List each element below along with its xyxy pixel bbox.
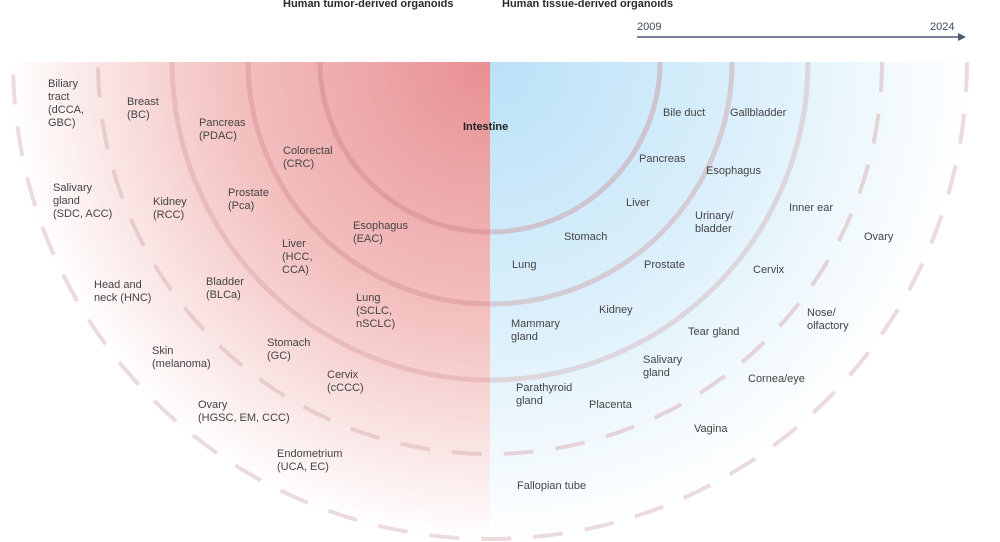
tissue-label: Placenta <box>589 399 632 411</box>
tissue-label: Kidney <box>599 304 633 316</box>
timeline-start: 2009 <box>637 21 662 33</box>
tumor-label: Salivary gland (SDC, ACC) <box>53 182 113 220</box>
tumor-label: Colorectal (CRC) <box>283 145 333 170</box>
tissue-label: Stomach <box>564 231 608 243</box>
tumor-label: Lung (SCLC, nSCLC) <box>356 292 396 330</box>
tissue-label: Fallopian tube <box>517 480 587 492</box>
tumor-label: Skin (melanoma) <box>152 345 211 370</box>
tissue-label: Tear gland <box>688 326 740 338</box>
tumor-label: Head and neck (HNC) <box>94 279 152 304</box>
tissue-label: Mammary gland <box>511 318 560 343</box>
tissue-label: Liver <box>626 197 650 209</box>
timeline-end: 2024 <box>930 21 955 33</box>
tumor-label: Cervix (cCCC) <box>327 369 364 394</box>
tissue-label: Lung <box>512 259 537 271</box>
tumor-label: Biliary tract (dCCA, GBC) <box>48 78 85 129</box>
tumor-label: Kidney (RCC) <box>153 196 187 221</box>
tumor-label: Prostate (Pca) <box>228 187 269 212</box>
tumor-label: Pancreas (PDAC) <box>199 117 246 142</box>
tissue-label: Prostate <box>644 259 685 271</box>
tissue-label: Vagina <box>694 423 728 435</box>
tissue-label: Urinary/ bladder <box>695 210 734 235</box>
tissue-header: Human tissue-derived organoids <box>502 0 674 10</box>
tumor-header: Human tumor-derived organoids <box>283 0 454 10</box>
ring-arcs <box>11 62 969 541</box>
tissue-label: Cornea/eye <box>748 373 805 385</box>
tissue-label: Esophagus <box>706 165 762 177</box>
tumor-label: Bladder (BLCa) <box>206 276 244 301</box>
tissue-label: Gallbladder <box>730 107 787 119</box>
tumor-label: Ovary (HGSC, EM, CCC) <box>198 399 290 424</box>
tissue-half <box>490 62 1000 542</box>
tissue-label: Inner ear <box>789 202 834 214</box>
tumor-half <box>0 62 490 542</box>
tumor-label: Esophagus (EAC) <box>353 220 409 245</box>
tumor-label: Liver (HCC, CCA) <box>282 238 313 276</box>
tissue-label: Salivary gland <box>643 354 683 379</box>
timeline-arrow-icon <box>958 33 966 41</box>
tumor-label: Stomach (GC) <box>267 337 311 362</box>
center-label: Intestine <box>463 121 509 133</box>
tumor-label: Breast (BC) <box>127 96 159 121</box>
tissue-label: Bile duct <box>663 107 706 119</box>
tissue-label: Parathyroid gland <box>516 382 573 407</box>
tissue-label: Ovary <box>864 231 894 243</box>
tissue-label: Cervix <box>753 264 785 276</box>
tumor-label: Endometrium (UCA, EC) <box>277 448 343 473</box>
tissue-label: Pancreas <box>639 153 686 165</box>
tissue-label: Nose/ olfactory <box>807 307 849 332</box>
